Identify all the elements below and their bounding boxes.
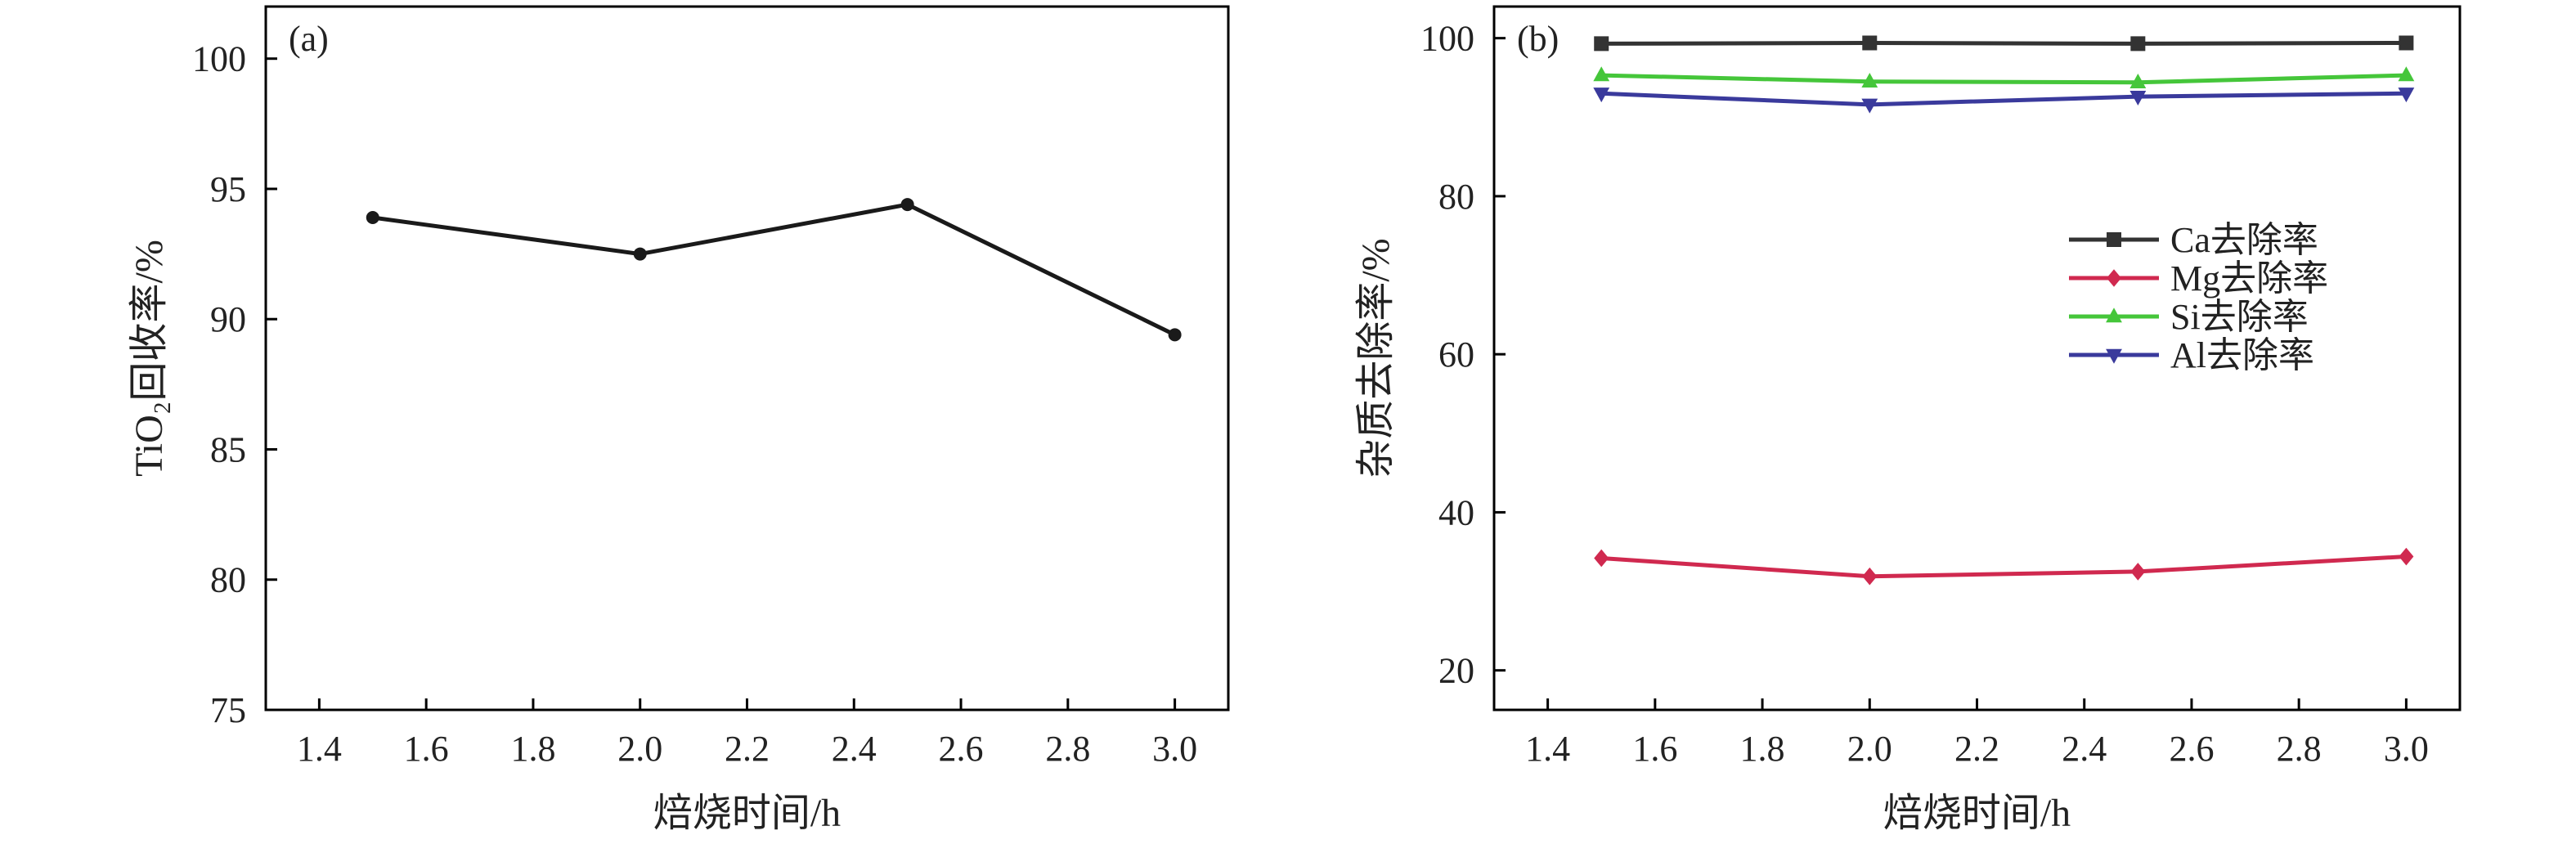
x-axis-label: 焙烧时间/h (653, 792, 841, 835)
panel-label: (a) (289, 19, 329, 59)
legend-label: Al去除率 (2170, 335, 2314, 375)
panel-label: (b) (1517, 19, 1559, 59)
x-tick-label: 3.0 (1152, 729, 1197, 769)
y-axis-label: 杂质去除率/% (1354, 238, 1398, 478)
legend-marker (2106, 348, 2122, 364)
y-tick-label: 100 (192, 39, 246, 79)
x-tick-label: 1.6 (1632, 729, 1677, 769)
series-line (1601, 554, 2407, 579)
x-tick-label: 1.6 (404, 729, 449, 769)
data-point (1593, 88, 1610, 103)
x-tick-label: 2.2 (725, 729, 770, 769)
x-tick-label: 2.4 (2062, 729, 2107, 769)
y-axis-label: TiO₂回收率/% (128, 240, 171, 477)
data-point (1861, 72, 1878, 88)
data-point (2399, 547, 2414, 566)
series-line (1601, 91, 2407, 107)
legend-label: Ca去除率 (2170, 220, 2318, 260)
y-tick-label: 85 (210, 429, 246, 469)
x-tick-label: 2.0 (617, 729, 662, 769)
series-line (1601, 73, 2407, 85)
series-line (372, 202, 1176, 337)
x-tick-label: 2.6 (2169, 729, 2214, 769)
x-tick-label: 2.6 (939, 729, 984, 769)
data-point (633, 247, 647, 261)
plot-frame (264, 5, 1230, 712)
data-point (2129, 73, 2147, 88)
x-tick-label: 1.4 (1525, 729, 1570, 769)
chart-panel-a: 1.4 1.6 1.8 2.0 2.2 2.4 2.6 2.8 3.0 75 80 85 90 95 100… (128, 5, 1230, 835)
legend-marker (2107, 269, 2121, 287)
y-tick-label: 60 (1438, 334, 1474, 375)
plot-frame (1492, 5, 2462, 712)
data-point (2398, 66, 2415, 82)
data-point (1862, 35, 1878, 51)
x-tick-label: 1.8 (1740, 729, 1785, 769)
legend-label: Mg去除率 (2170, 258, 2328, 299)
data-point (2399, 35, 2414, 51)
x-tick-label: 2.0 (1847, 729, 1892, 769)
x-tick-label: 3.0 (2384, 729, 2429, 769)
y-tick-label: 90 (210, 299, 246, 339)
x-tick-label: 1.4 (297, 729, 342, 769)
legend-label: Si去除率 (2170, 297, 2309, 337)
x-tick-label: 1.8 (510, 729, 555, 769)
data-point (1594, 36, 1609, 52)
legend-marker (2107, 232, 2121, 247)
data-point (1594, 549, 1609, 568)
data-point (2130, 563, 2146, 581)
y-tick-label: 80 (1438, 177, 1474, 217)
legend-marker (2106, 308, 2122, 323)
data-point (2130, 36, 2146, 52)
data-point (1861, 98, 1878, 114)
y-tick-label: 75 (210, 690, 246, 730)
x-tick-label: 2.2 (1954, 729, 1999, 769)
x-tick-label: 2.8 (1045, 729, 1090, 769)
x-tick-label: 2.8 (2277, 729, 2322, 769)
x-tick-label: 2.4 (832, 729, 877, 769)
data-point (2129, 90, 2147, 106)
y-tick-label: 20 (1438, 651, 1474, 691)
data-point (1862, 567, 1878, 586)
y-tick-label: 100 (1420, 19, 1474, 59)
x-axis-label: 焙烧时间/h (1883, 792, 2071, 835)
data-point (1593, 66, 1610, 82)
data-point (1168, 328, 1182, 342)
y-tick-label: 40 (1438, 492, 1474, 532)
y-tick-label: 95 (210, 169, 246, 209)
chart-panel-b: 1.4 1.6 1.8 2.0 2.2 2.4 2.6 2.8 3.0 20 40 60 80 100 焙烧… (1354, 5, 2462, 835)
y-tick-label: 80 (210, 560, 246, 600)
data-point (366, 211, 379, 224)
data-point (900, 198, 914, 212)
data-point (2398, 88, 2415, 103)
